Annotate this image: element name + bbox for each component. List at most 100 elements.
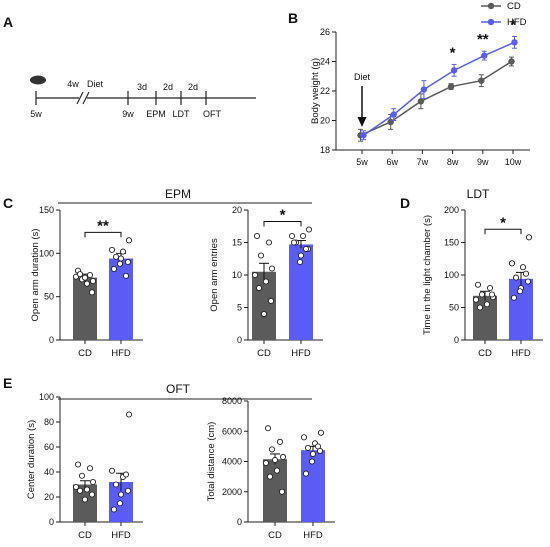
- legend-marker-cd: [487, 2, 495, 10]
- individual-point: [309, 450, 317, 457]
- individual-point: [108, 246, 116, 253]
- individual-point: [279, 453, 287, 461]
- individual-point: [116, 260, 124, 267]
- panel-letter-e: E: [3, 375, 12, 391]
- x-tick-label: 5w: [356, 157, 368, 167]
- y-tick-label: 26: [320, 27, 330, 37]
- individual-point: [516, 288, 524, 295]
- experiment-timeline: 5w 4w Diet 9w 3d 2d 2d EPM LDT OFT: [30, 75, 256, 119]
- individual-point: [76, 487, 84, 494]
- panel-letter-c: C: [3, 195, 13, 211]
- individual-point: [276, 438, 284, 445]
- individual-point: [288, 232, 296, 240]
- individual-point: [117, 255, 125, 262]
- data-point-hfd: [511, 39, 518, 46]
- individual-point: [89, 278, 97, 285]
- individual-point: [268, 265, 276, 272]
- significance-bracket: [263, 221, 302, 227]
- individual-point: [304, 444, 312, 451]
- individual-point: [305, 226, 313, 233]
- light-chamber-time-bar-chart: 0 50 100 150 200 Time in the light chamber (s…: [422, 205, 543, 359]
- timeline-start-label: 5w: [30, 109, 42, 119]
- individual-point: [119, 248, 127, 255]
- individual-point: [124, 258, 132, 266]
- x-tick-label: CD: [268, 530, 282, 541]
- x-tick-label: HFD: [303, 530, 323, 541]
- x-tick-label: CD: [78, 530, 92, 541]
- center-duration-bar-chart: 0 20 40 60 80 100 Center duration (s) CD HFD: [26, 392, 143, 541]
- individual-point: [122, 272, 130, 279]
- x-tick-label: 9w: [477, 157, 489, 167]
- y-tick-label: 20: [320, 116, 330, 126]
- legend-label-hfd: HFD: [507, 17, 527, 28]
- y-tick-label: 4000: [222, 457, 242, 467]
- data-point-hfd: [360, 132, 367, 139]
- legend: CD HFD: [481, 1, 527, 28]
- y-tick-label: 0: [237, 517, 242, 527]
- section-title-oft: OFT: [166, 382, 191, 396]
- individual-point: [81, 496, 89, 503]
- individual-point: [83, 280, 91, 287]
- individual-point: [302, 245, 310, 253]
- x-tick-label: HFD: [511, 348, 531, 359]
- y-tick-label: 60: [44, 442, 54, 452]
- y-tick-label: 6000: [222, 426, 242, 436]
- y-tick-label: 100: [39, 392, 54, 402]
- significance-marker: *: [450, 44, 456, 61]
- y-axis-title: Total distance (cm): [206, 422, 217, 502]
- individual-point: [83, 486, 91, 493]
- bar-hfd: [109, 258, 133, 340]
- section-title-ldt: LDT: [467, 187, 490, 201]
- individual-point: [116, 500, 124, 507]
- data-point-hfd: [450, 67, 458, 74]
- individual-point: [278, 488, 286, 495]
- x-tick-label: CD: [78, 348, 92, 359]
- y-tick-label: 100: [39, 248, 54, 258]
- individual-point: [262, 278, 270, 285]
- individual-point: [519, 264, 527, 271]
- timeline-epm-label: EPM: [146, 109, 166, 119]
- individual-point: [290, 239, 298, 246]
- panel-letter-a: A: [3, 14, 13, 30]
- individual-point: [125, 411, 133, 418]
- y-tick-label: 0: [237, 335, 242, 345]
- individual-point: [297, 252, 305, 259]
- individual-point: [72, 483, 80, 491]
- individual-point: [271, 456, 279, 464]
- y-tick-label: 20: [44, 492, 54, 502]
- individual-point: [86, 465, 94, 472]
- individual-point: [110, 265, 118, 272]
- data-point-cd: [387, 118, 394, 126]
- individual-point: [273, 467, 281, 474]
- significance-marker: *: [280, 207, 286, 224]
- individual-point: [110, 506, 118, 513]
- timeline-ldt-label: LDT: [172, 109, 190, 119]
- legend-marker-hfd: [487, 18, 495, 26]
- y-tick-label: 15: [232, 238, 242, 248]
- x-tick-label: 7w: [417, 157, 429, 167]
- y-tick-label: 5: [237, 303, 242, 313]
- individual-point: [124, 487, 132, 494]
- individual-point: [478, 291, 486, 298]
- y-axis-title: Body weight (g): [310, 58, 321, 124]
- data-point-cd: [508, 58, 515, 65]
- significance-marker: **: [477, 31, 489, 48]
- y-axis-title: Open arm duration (s): [30, 229, 41, 322]
- significance-marker: **: [97, 217, 109, 234]
- x-tick-label: CD: [257, 348, 271, 359]
- x-tick-label: 10w: [505, 157, 522, 167]
- individual-point: [302, 470, 310, 477]
- y-tick-label: 2000: [222, 487, 242, 497]
- individual-point: [522, 270, 530, 277]
- individual-point: [267, 297, 275, 305]
- diet-annotation: Diet: [354, 72, 371, 82]
- open-arm-entries-bar-chart: 0 5 10 15 20 Open arm entries CD HFD *: [209, 205, 323, 359]
- timeline-break-mark: [76, 91, 84, 105]
- timeline-break-gap: [79, 90, 87, 106]
- data-point-cd: [417, 98, 425, 105]
- y-tick-label: 20: [232, 205, 242, 215]
- timeline-m0-label: 9w: [122, 109, 134, 119]
- individual-point: [317, 429, 325, 436]
- individual-point: [266, 473, 274, 480]
